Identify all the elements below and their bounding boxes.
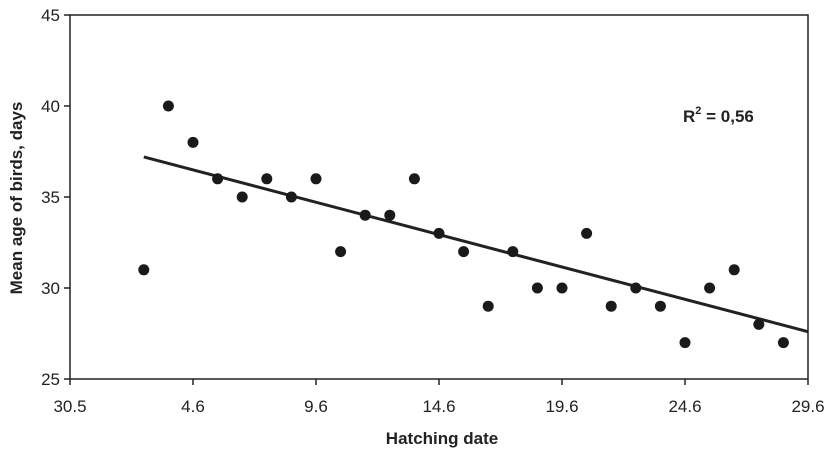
data-point — [408, 173, 420, 185]
trendline — [143, 155, 809, 334]
data-point — [162, 100, 174, 112]
data-point — [753, 318, 765, 330]
data-point — [605, 300, 617, 312]
data-point — [138, 264, 150, 276]
r-squared-prefix: R — [683, 107, 695, 126]
data-point — [531, 282, 543, 294]
data-point — [728, 264, 740, 276]
y-tick-label: 45 — [41, 6, 60, 25]
x-tick-label: 19.6 — [545, 397, 578, 416]
data-point — [581, 227, 593, 239]
data-point — [556, 282, 568, 294]
data-point — [384, 209, 396, 221]
y-axis: 25 30 35 40 45 — [41, 6, 70, 389]
data-point — [359, 209, 371, 221]
data-point — [458, 246, 470, 258]
r-squared-value: = 0,56 — [701, 107, 753, 126]
data-point — [679, 337, 691, 349]
x-tick-label: 30.5 — [53, 397, 86, 416]
data-point — [285, 191, 297, 203]
r-squared-annotation: R2 = 0,56 — [683, 105, 754, 126]
x-tick-label: 29.6 — [791, 397, 824, 416]
y-tick-label: 25 — [41, 370, 60, 389]
data-point — [433, 227, 445, 239]
y-tick-label: 35 — [41, 188, 60, 207]
data-point — [310, 173, 322, 185]
data-point — [187, 136, 199, 148]
y-tick-label: 40 — [41, 97, 60, 116]
r-squared-superscript: 2 — [695, 105, 701, 117]
data-point — [482, 300, 494, 312]
x-tick-label: 4.6 — [181, 397, 205, 416]
y-tick-label: 30 — [41, 279, 60, 298]
x-axis: 30.5 4.6 9.6 14.6 19.6 24.6 29.6 — [53, 379, 825, 416]
data-points — [138, 100, 789, 349]
data-point — [630, 282, 642, 294]
x-tick-label: 14.6 — [422, 397, 455, 416]
data-point — [236, 191, 248, 203]
x-tick-label: 9.6 — [304, 397, 328, 416]
data-point — [335, 246, 347, 258]
data-point — [507, 246, 519, 258]
data-point — [704, 282, 716, 294]
data-point — [654, 300, 666, 312]
y-axis-title: Mean age of birds, days — [7, 102, 26, 295]
data-point — [777, 337, 789, 349]
data-point — [261, 173, 273, 185]
x-axis-title: Hatching date — [386, 429, 498, 448]
x-tick-label: 24.6 — [668, 397, 701, 416]
plot-area — [69, 14, 809, 380]
data-point — [212, 173, 224, 185]
